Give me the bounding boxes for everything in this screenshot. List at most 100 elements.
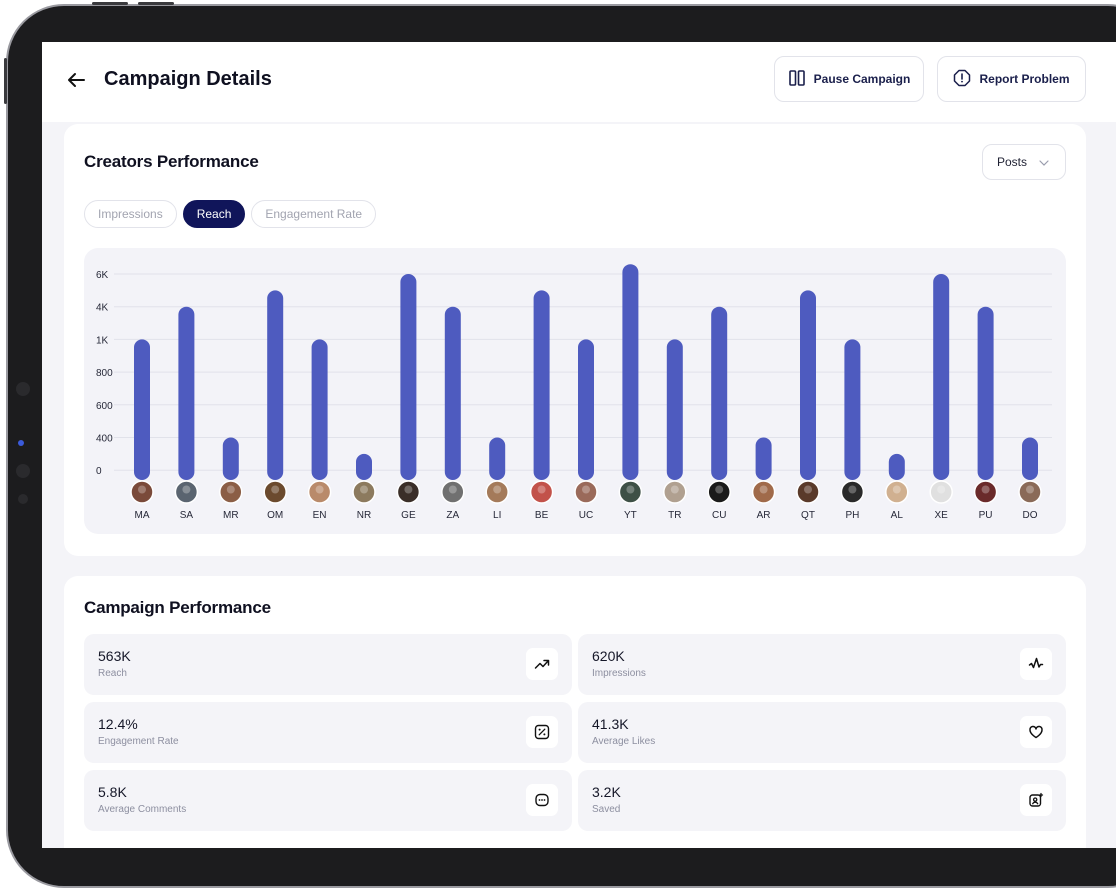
back-arrow-icon[interactable]	[64, 68, 88, 92]
x-tick-label: XE	[935, 510, 949, 521]
avatar-face	[404, 485, 413, 494]
chart-svg: 6K 4K 1K 800 600 400 0 MA SA MR OM EN NR GE ZA LI BE UC YT…	[96, 264, 1052, 521]
avatar-face	[981, 485, 990, 494]
bar	[134, 339, 150, 480]
x-tick-label: YT	[624, 510, 637, 521]
activity-icon	[1020, 648, 1052, 680]
stat-value: 3.2K	[592, 784, 621, 800]
avatar-face	[937, 485, 946, 494]
stat-value: 620K	[592, 648, 625, 664]
avatar-face	[182, 485, 191, 494]
avatar-face	[537, 485, 546, 494]
avatar-face	[715, 485, 724, 494]
creator-avatar	[840, 480, 865, 504]
creator-avatar	[663, 480, 687, 504]
x-tick-label: BE	[535, 510, 549, 521]
power-button	[4, 58, 7, 104]
stat-label: Average Likes	[592, 736, 656, 747]
stat-label: Saved	[592, 804, 621, 815]
metric-tabs: Impressions Reach Engagement Rate	[84, 200, 377, 228]
pause-campaign-button[interactable]: Pause Campaign	[774, 56, 924, 102]
sensor-dot	[18, 494, 28, 504]
creators-performance-title: Creators Performance	[84, 152, 259, 171]
bar	[711, 306, 728, 480]
bar	[1022, 437, 1038, 480]
alert-octagon-icon	[953, 69, 971, 90]
avatar-face	[582, 485, 590, 494]
stat-label: Reach	[98, 668, 127, 679]
tab-impressions[interactable]: Impressions	[84, 200, 177, 228]
creator-avatar	[618, 480, 643, 504]
avatar-face	[848, 485, 857, 494]
y-tick-label: 600	[96, 401, 113, 412]
creator-avatar	[174, 480, 199, 504]
app-screen: Campaign Details Pause Campaign Report P…	[42, 42, 1116, 848]
avatar-face	[1026, 485, 1034, 494]
x-tick-label: GE	[401, 510, 416, 521]
avatar-face	[892, 485, 901, 494]
stat-value: 41.3K	[592, 716, 629, 732]
avatar-face	[626, 485, 635, 494]
avatar-face	[759, 485, 768, 494]
x-tick-label: QT	[801, 510, 815, 521]
volume-button	[92, 2, 128, 5]
x-tick-label: TR	[668, 510, 681, 521]
bar	[888, 453, 905, 480]
bar	[178, 306, 195, 480]
x-tick-label: SA	[180, 510, 194, 521]
pause-icon	[788, 69, 806, 90]
report-problem-label: Report Problem	[979, 72, 1070, 86]
tab-engagement-rate[interactable]: Engagement Rate	[251, 200, 377, 228]
stat-value: 5.8K	[98, 784, 127, 800]
avatar-face	[360, 485, 368, 494]
creator-avatar	[885, 480, 909, 504]
volume-button	[138, 2, 174, 5]
bar	[844, 339, 861, 480]
y-tick-label: 6K	[96, 270, 109, 281]
x-tick-label: OM	[267, 510, 283, 521]
percent-icon	[526, 716, 558, 748]
bar	[933, 274, 950, 480]
bar	[755, 437, 772, 480]
tab-reach[interactable]: Reach	[182, 200, 246, 228]
creator-avatar	[973, 480, 998, 504]
stat-label: Average Comments	[98, 804, 187, 815]
y-tick-label: 800	[96, 368, 113, 379]
creator-avatar	[219, 480, 243, 504]
stat-value: 563K	[98, 648, 131, 664]
x-tick-label: PH	[845, 510, 859, 521]
creator-avatar	[130, 480, 154, 504]
avatar-face	[226, 485, 235, 494]
creator-avatar	[263, 480, 287, 504]
bar	[578, 339, 594, 480]
bar	[444, 306, 461, 480]
creator-avatar	[485, 480, 509, 504]
y-tick-label: 400	[96, 434, 113, 445]
sensor-dot	[18, 440, 24, 446]
stat-average-comments: 5.8K Average Comments	[84, 770, 572, 831]
x-tick-label: AR	[757, 510, 771, 521]
avatar-face	[670, 485, 679, 494]
bar	[356, 453, 372, 480]
report-problem-button[interactable]: Report Problem	[937, 56, 1086, 102]
stat-label: Impressions	[592, 668, 646, 679]
creator-avatar	[352, 480, 376, 504]
campaign-performance-card: Campaign Performance 563K Reach 620K Imp…	[64, 576, 1086, 848]
stat-reach: 563K Reach	[84, 634, 572, 695]
creator-avatar	[396, 480, 421, 504]
stat-label: Engagement Rate	[98, 736, 179, 747]
bar	[977, 306, 994, 480]
stat-average-likes: 41.3K Average Likes	[578, 702, 1066, 763]
reach-bar-chart: 6K 4K 1K 800 600 400 0 MA SA MR OM EN NR GE ZA LI BE UC YT…	[84, 248, 1066, 534]
trending-up-icon	[526, 648, 558, 680]
creator-avatar	[441, 480, 465, 504]
comment-icon	[526, 784, 558, 816]
bar	[311, 339, 328, 480]
post-type-dropdown[interactable]: Posts	[982, 144, 1066, 180]
creator-avatar	[1018, 480, 1042, 504]
avatar-face	[138, 485, 146, 494]
heart-icon	[1020, 716, 1052, 748]
bar	[267, 290, 284, 480]
creator-avatar	[307, 480, 332, 504]
x-tick-label: AL	[891, 510, 904, 521]
